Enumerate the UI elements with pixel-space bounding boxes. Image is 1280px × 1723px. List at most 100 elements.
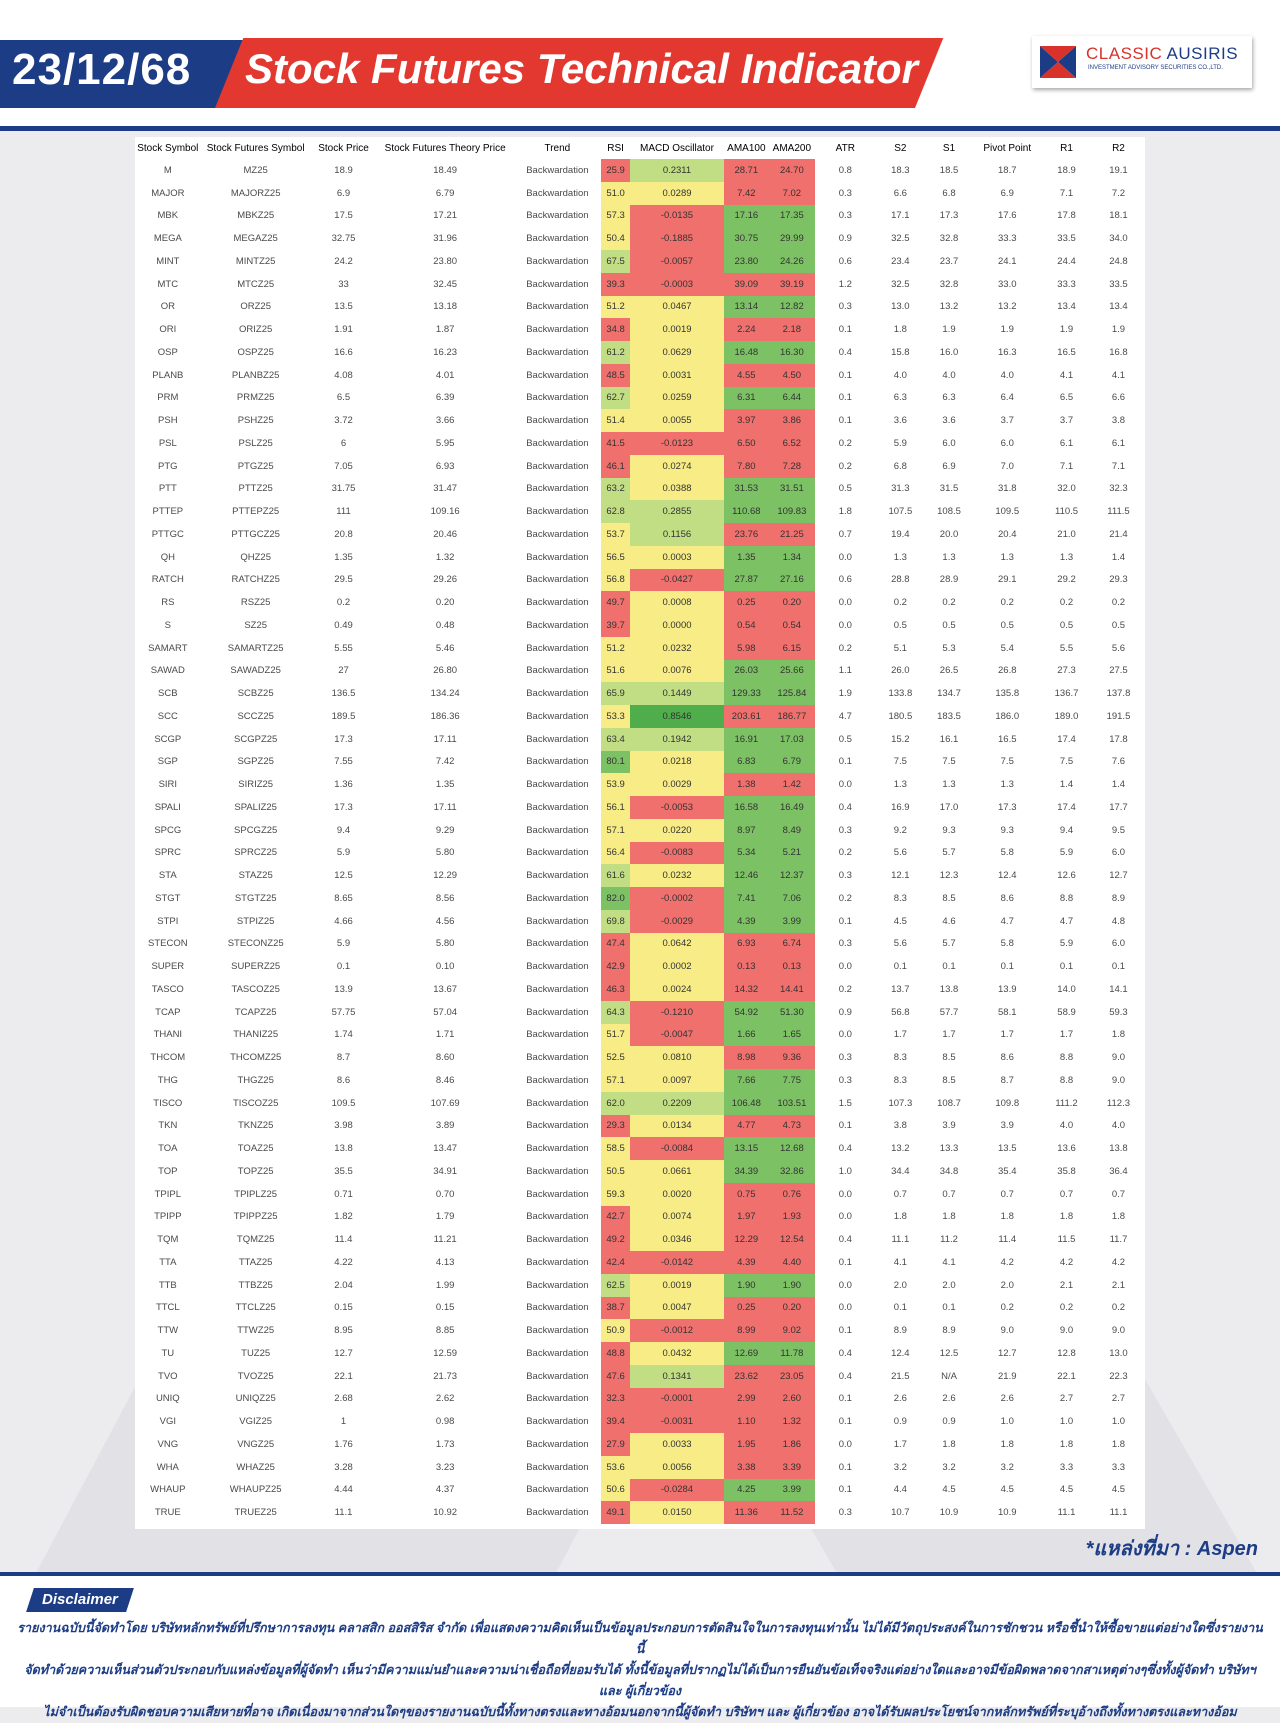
s1-cell: 3.9	[942, 1120, 956, 1132]
r1-cell: 17.4	[1057, 733, 1076, 745]
rsi-cell: 63.4	[600, 727, 631, 751]
r2-cell: 5.6	[1111, 642, 1126, 654]
trend-cell: Backwardation	[526, 324, 589, 336]
rsi-cell: 49.1	[600, 1501, 631, 1524]
atr-cell: 0.3	[838, 870, 852, 882]
ama200-cell: 12.54	[769, 1228, 815, 1251]
ama200-cell: 32.86	[769, 1160, 815, 1183]
theory-price-cell: 32.45	[433, 278, 458, 290]
pivot-point-cell: 3.7	[1000, 415, 1014, 427]
trend-cell: Backwardation	[526, 187, 589, 199]
s1-cell: 10.9	[939, 1507, 959, 1519]
stock-symbol-cell: PTTGC	[151, 528, 184, 540]
ama100-cell: 5.98	[723, 636, 770, 660]
theory-price-cell: 3.66	[435, 415, 455, 427]
table-row: QH QHZ25 1.35 1.32 Backwardation 56.5 0.0003 1.…	[135, 545, 1145, 569]
table-body: M MZ25 18.9 18.49 Backwardation 25.9 0.2311 28.…	[135, 159, 1145, 1524]
theory-price-cell: 7.42	[435, 756, 455, 768]
table-row: VGI VGIZ25 1 0.98 Backwardation 39.4 -0.0031 1.…	[135, 1410, 1145, 1433]
table-row: TU TUZ25 12.7 12.59 Backwardation 48.8 0.0432 1…	[135, 1342, 1145, 1365]
theory-price-cell: 3.89	[435, 1120, 455, 1132]
s1-cell: 6.0	[942, 437, 956, 449]
stock-price-cell: 35.5	[334, 1165, 353, 1177]
pivot-point-cell: 31.8	[998, 483, 1017, 495]
theory-price-cell: 4.56	[435, 915, 455, 927]
rsi-cell: 39.3	[600, 272, 631, 296]
theory-price-cell: 4.13	[435, 1256, 455, 1268]
r2-cell: 3.8	[1111, 415, 1126, 427]
ama100-cell: 110.68	[723, 500, 770, 523]
macd-cell: 0.0074	[630, 1205, 724, 1229]
trend-cell: Backwardation	[526, 983, 589, 995]
trend-cell: Backwardation	[526, 1188, 589, 1200]
atr-cell: 0.1	[838, 1484, 852, 1496]
r2-cell: 9.0	[1111, 1052, 1126, 1064]
r2-cell: 32.3	[1109, 483, 1128, 495]
s2-cell: 18.3	[891, 164, 910, 176]
r1-cell: 136.7	[1054, 688, 1079, 700]
pivot-point-cell: 5.8	[1000, 847, 1014, 859]
pivot-point-cell: 8.6	[1000, 1052, 1014, 1064]
macd-cell: 0.0002	[630, 955, 724, 978]
r1-cell: 0.5	[1059, 619, 1074, 631]
r1-cell: 27.3	[1057, 665, 1076, 677]
trend-cell: Backwardation	[526, 597, 589, 609]
rsi-cell: 39.4	[600, 1410, 631, 1433]
r1-cell: 9.4	[1059, 824, 1074, 836]
futures-symbol-cell: SCCZ25	[237, 710, 274, 722]
ama200-cell: 21.25	[769, 523, 815, 546]
s2-cell: 0.2	[893, 597, 907, 609]
r1-cell: 8.8	[1059, 1052, 1074, 1064]
table-row: SAMART SAMARTZ25 5.55 5.46 Backwardation 51.2…	[135, 636, 1145, 660]
macd-cell: 0.0056	[630, 1455, 724, 1479]
stock-symbol-cell: PSL	[158, 437, 177, 449]
s2-cell: 31.3	[891, 483, 910, 495]
ama100-cell: 3.97	[723, 409, 770, 432]
atr-cell: 0.4	[838, 801, 852, 813]
s1-cell: 12.3	[939, 870, 959, 882]
futures-symbol-cell: PSHZ25	[237, 415, 274, 427]
stock-symbol-cell: TASCO	[151, 983, 184, 995]
s1-cell: 0.9	[942, 1416, 956, 1428]
s1-cell: 4.6	[942, 915, 956, 927]
theory-price-cell: 13.18	[433, 301, 458, 313]
disclaimer-body: รายงานฉบับนี้จัดทำโดย บริษัทหลักทรัพย์ที…	[15, 1618, 1265, 1723]
pivot-point-cell: 6.4	[1000, 392, 1014, 404]
stock-symbol-cell: WHA	[156, 1461, 179, 1473]
r2-cell: 112.3	[1106, 1097, 1130, 1109]
futures-symbol-cell: PLANBZ25	[231, 369, 280, 381]
r1-cell: 4.1	[1059, 369, 1074, 381]
r2-cell: 0.7	[1111, 1188, 1126, 1200]
rsi-cell: 42.4	[600, 1251, 631, 1274]
futures-symbol-cell: MEGAZ25	[233, 233, 278, 245]
ama200-cell: 27.16	[769, 568, 815, 592]
atr-cell: 0.3	[838, 1074, 852, 1086]
ama200-cell: 1.65	[769, 1023, 815, 1047]
atr-cell: 1.9	[838, 688, 852, 700]
s1-cell: N/A	[941, 1370, 957, 1382]
rsi-cell: 56.5	[600, 545, 631, 569]
pivot-point-cell: 7.0	[1000, 460, 1014, 472]
stock-symbol-cell: PTTEP	[152, 506, 184, 518]
table-row: SGP SGPZ25 7.55 7.42 Backwardation 80.1 0.0218…	[135, 750, 1145, 774]
s2-cell: 0.1	[893, 1302, 907, 1314]
futures-symbol-cell: THGZ25	[237, 1074, 274, 1086]
stock-symbol-cell: SCB	[158, 688, 178, 700]
r1-cell: 0.2	[1059, 597, 1074, 609]
theory-price-cell: 17.21	[433, 210, 458, 222]
s2-cell: 11.1	[891, 1234, 910, 1246]
macd-cell: 0.0629	[630, 341, 724, 364]
s1-cell: 1.3	[942, 551, 956, 563]
footer	[0, 1576, 1280, 1707]
theory-price-cell: 0.10	[435, 961, 455, 973]
table-row: M MZ25 18.9 18.49 Backwardation 25.9 0.2311 28.…	[135, 159, 1145, 182]
ama200-cell: 4.73	[769, 1114, 815, 1138]
r2-cell: 4.1	[1111, 369, 1126, 381]
r1-cell: 7.1	[1059, 460, 1074, 472]
futures-symbol-cell: MAJORZ25	[230, 187, 281, 199]
ama200-cell: 1.86	[769, 1433, 815, 1456]
table-row: THANI THANIZ25 1.74 1.71 Backwardation 51.7 -0…	[135, 1023, 1145, 1047]
r1-cell: 17.4	[1057, 801, 1076, 813]
macd-cell: -0.0012	[630, 1319, 724, 1342]
s2-cell: 0.1	[893, 961, 907, 973]
